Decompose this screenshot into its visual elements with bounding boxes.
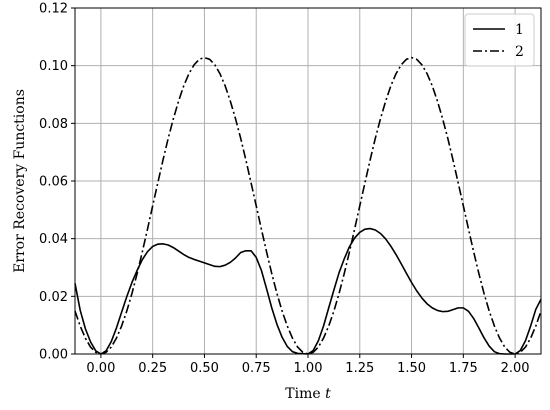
- x-tick-label: 2.00: [501, 361, 530, 376]
- x-tick-label: 0.75: [242, 361, 271, 376]
- y-tick-label: 0.02: [39, 290, 68, 305]
- y-tick-label: 0.12: [39, 2, 68, 17]
- y-tick-label: 0.10: [39, 59, 68, 74]
- x-tick-label: 1.75: [449, 361, 478, 376]
- x-tick-label: 0.25: [138, 361, 167, 376]
- legend-label-2: 2: [515, 44, 524, 60]
- x-axis-label: Time t: [285, 386, 331, 402]
- grid: [75, 7, 541, 355]
- legend: 12: [464, 13, 535, 67]
- y-axis-label: Error Recovery Functions: [12, 89, 28, 273]
- y-tick-label: 0.04: [39, 232, 68, 247]
- x-tick-label: 1.50: [397, 361, 426, 376]
- y-tick-label: 0.00: [39, 348, 68, 363]
- y-tick-label: 0.08: [39, 117, 68, 132]
- series-line-2: [74, 56, 542, 355]
- x-tick-label: 1.25: [345, 361, 374, 376]
- axis-ticks: 0.00 0.25 0.50 0.75 1.00 1.25 1.50 1.75 2.00 0.00…: [39, 2, 530, 377]
- legend-label-1: 1: [515, 22, 524, 38]
- x-tick-label: 0.00: [86, 361, 115, 376]
- x-tick-label: 1.00: [294, 361, 323, 376]
- y-tick-label: 0.06: [39, 175, 68, 190]
- legend-box: [464, 13, 535, 67]
- x-tick-label: 0.50: [190, 361, 219, 376]
